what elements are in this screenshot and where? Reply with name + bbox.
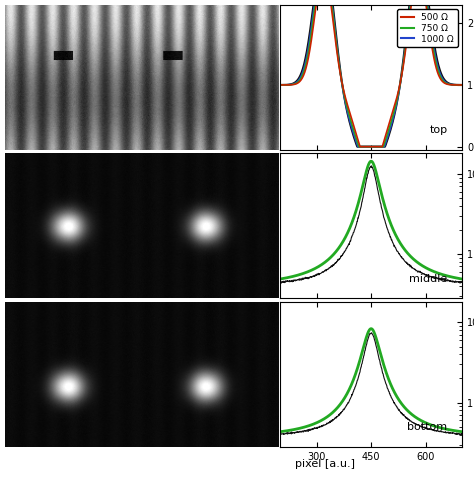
Text: bottom: bottom [408, 423, 447, 433]
Legend: 500 Ω, 750 Ω, 1000 Ω: 500 Ω, 750 Ω, 1000 Ω [397, 9, 457, 47]
Text: pixel [a.u.]: pixel [a.u.] [295, 459, 355, 469]
Text: top: top [429, 125, 447, 135]
Text: middle: middle [410, 274, 447, 284]
